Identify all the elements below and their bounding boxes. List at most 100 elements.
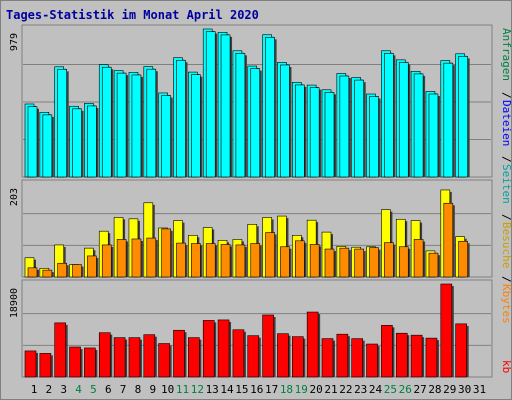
side-label-2: Dateien: [500, 100, 512, 146]
side-label-9: kb: [500, 360, 512, 373]
day-label-31: 31: [473, 383, 486, 396]
day-label-29: 29: [443, 383, 456, 396]
bar-kbytes-day-22: [336, 333, 349, 378]
bar-hits-b-day-2: [42, 114, 53, 178]
day-label-13: 13: [206, 383, 219, 396]
bar-hits-b-day-13: [205, 31, 216, 178]
bars: [24, 28, 470, 378]
bar-pages-b-day-6: [101, 244, 112, 278]
side-label-3: /: [500, 156, 512, 163]
bar-kbytes-day-24: [366, 343, 378, 378]
day-label-24: 24: [369, 383, 383, 396]
bar-hits-b-day-24: [369, 96, 379, 178]
bar-kbytes-day-1: [24, 350, 37, 378]
side-label-7: /: [500, 276, 512, 283]
day-label-22: 22: [339, 383, 352, 396]
bar-pages-b-day-14: [220, 244, 231, 278]
bar-pages-b-day-20: [309, 244, 320, 278]
day-label-25: 25: [384, 383, 397, 396]
bar-hits-b-day-8: [131, 74, 142, 178]
bar-pages-b-day-15: [235, 244, 246, 278]
ytick-pages-max: 203: [9, 188, 20, 206]
bar-hits-b-day-11: [176, 59, 186, 178]
bar-kbytes-day-4: [69, 346, 81, 378]
day-label-6: 6: [105, 383, 112, 396]
bar-hits-b-day-28: [428, 93, 439, 178]
day-label-12: 12: [191, 383, 204, 396]
bar-kbytes-day-7: [113, 337, 126, 378]
bar-pages-b-day-16: [250, 243, 261, 278]
bar-hits-b-day-3: [57, 69, 68, 178]
bar-hits-b-day-25: [384, 53, 394, 178]
day-label-27: 27: [413, 383, 426, 396]
day-label-3: 3: [60, 383, 67, 396]
chart-title: Tages-Statistik im Monat April 2020: [6, 8, 259, 22]
side-label-6: Besuche: [500, 222, 512, 268]
bar-kbytes-day-10: [158, 343, 170, 378]
bar-hits-b-day-20: [309, 87, 320, 178]
bar-kbytes-day-9: [143, 334, 156, 378]
day-label-16: 16: [250, 383, 263, 396]
bar-hits-b-day-27: [413, 73, 424, 178]
day-label-18: 18: [280, 383, 293, 396]
bar-pages-b-day-26: [398, 246, 409, 278]
day-label-1: 1: [31, 383, 38, 396]
bar-kbytes-day-25: [381, 325, 393, 378]
bar-kbytes-day-5: [84, 347, 96, 378]
bar-kbytes-day-17: [262, 314, 274, 378]
day-label-11: 11: [176, 383, 189, 396]
bar-kbytes-day-27: [410, 334, 423, 378]
bar-pages-b-day-1: [27, 267, 38, 278]
bar-kbytes-day-30: [455, 323, 467, 378]
bar-pages-b-day-9: [146, 237, 157, 278]
ytick-hits-max: 979: [9, 33, 20, 51]
bar-pages-b-day-4: [72, 264, 82, 278]
bar-kbytes-day-16: [247, 335, 260, 378]
bar-pages-b-day-10: [161, 228, 171, 278]
bar-hits-b-day-4: [72, 108, 82, 178]
bar-pages-b-day-7: [116, 239, 127, 278]
side-label-0: Anfragen: [500, 28, 512, 81]
bar-hits-b-day-26: [398, 62, 409, 178]
bar-pages-b-day-11: [176, 242, 186, 278]
bar-hits-b-day-21: [324, 92, 335, 178]
bar-kbytes-day-20: [306, 311, 319, 378]
day-label-10: 10: [161, 383, 174, 396]
day-label-20: 20: [310, 383, 323, 396]
day-label-21: 21: [324, 383, 337, 396]
day-label-26: 26: [399, 383, 412, 396]
bar-hits-b-day-5: [87, 105, 97, 178]
bar-hits-b-day-7: [116, 72, 127, 178]
bar-kbytes-day-11: [173, 329, 185, 378]
side-label-1: /: [500, 92, 512, 99]
bar-pages-b-day-18: [280, 246, 290, 278]
bar-pages-b-day-25: [384, 242, 394, 278]
bar-pages-b-day-29: [443, 202, 454, 278]
bar-hits-b-day-30: [458, 56, 468, 178]
bar-hits-b-day-16: [250, 68, 261, 178]
bar-pages-b-day-22: [339, 247, 350, 278]
day-label-4: 4: [75, 383, 82, 396]
bar-hits-b-day-10: [161, 95, 171, 178]
day-label-7: 7: [120, 383, 127, 396]
bar-kbytes-day-18: [277, 333, 289, 378]
bar-pages-b-day-30: [458, 240, 468, 278]
bar-hits-b-day-14: [220, 34, 231, 178]
day-label-9: 9: [149, 383, 156, 396]
bar-hits-b-day-18: [280, 64, 290, 178]
day-label-23: 23: [354, 383, 367, 396]
ytick-kb-max: 18900: [9, 288, 20, 318]
bar-kbytes-day-8: [128, 337, 141, 378]
side-label-8: Kbytes: [500, 284, 512, 324]
bar-hits-b-day-12: [191, 74, 201, 178]
day-label-17: 17: [265, 383, 278, 396]
bar-pages-b-day-27: [413, 239, 424, 278]
day-label-30: 30: [458, 383, 471, 396]
day-label-8: 8: [135, 383, 142, 396]
bar-hits-b-day-15: [235, 53, 246, 178]
bar-kbytes-day-12: [188, 337, 200, 378]
bar-pages-b-day-8: [131, 238, 142, 278]
bar-pages-b-day-13: [205, 243, 216, 278]
